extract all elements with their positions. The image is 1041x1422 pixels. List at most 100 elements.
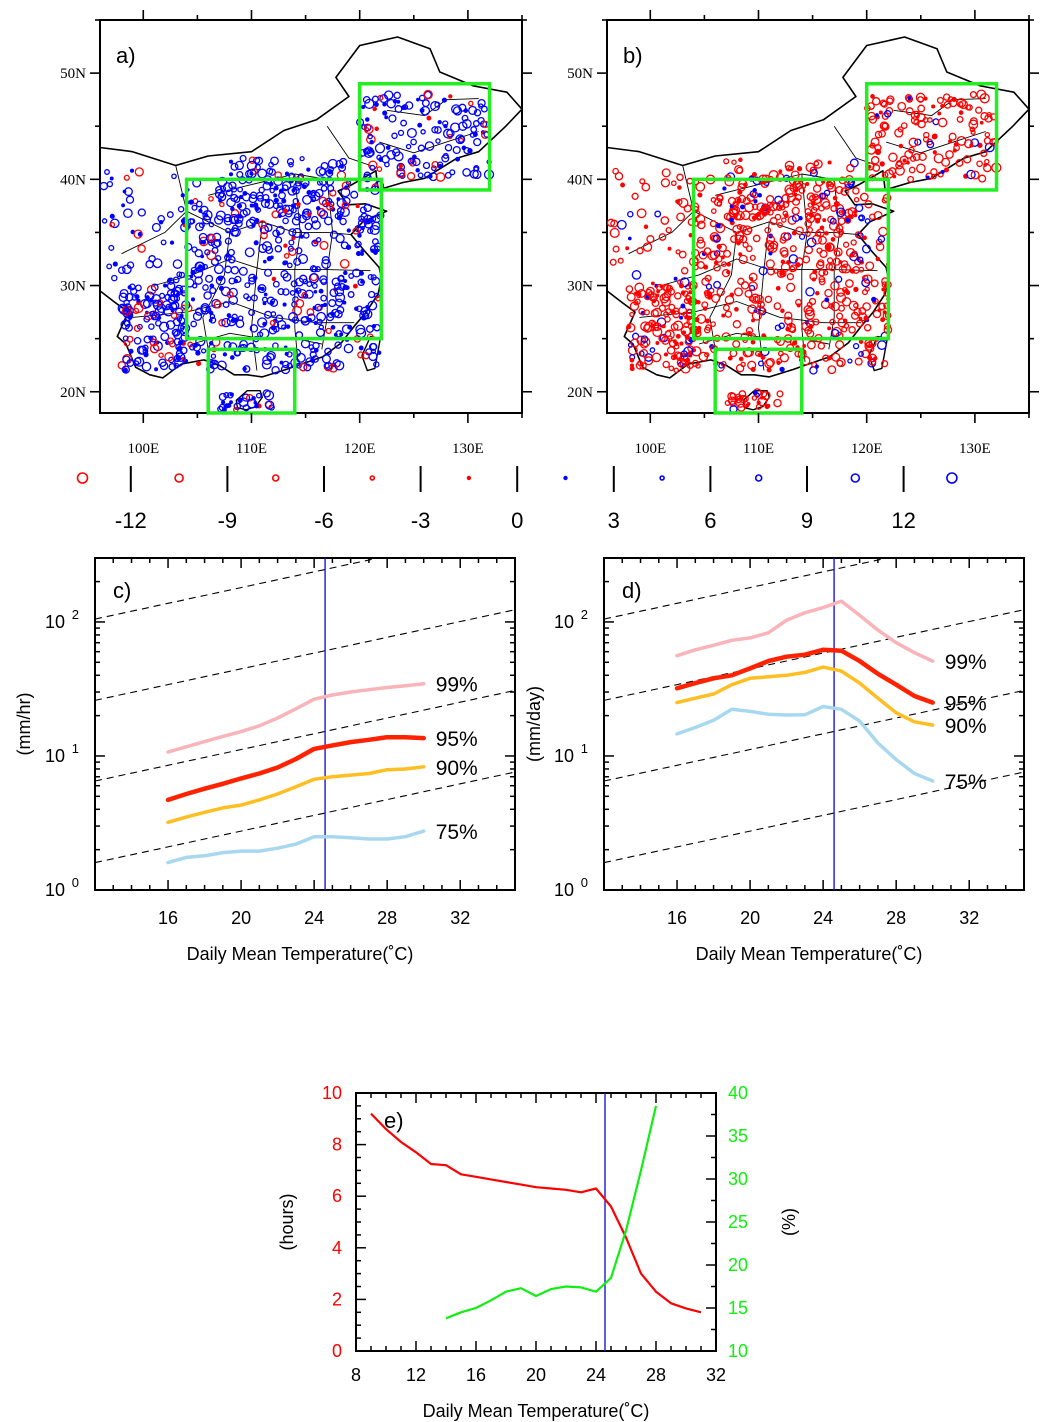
series-label: 90% [945, 715, 987, 738]
station-marker [350, 190, 359, 199]
station-marker [780, 232, 790, 242]
station-marker [473, 108, 482, 117]
station-marker [681, 330, 687, 335]
station-marker [895, 161, 904, 170]
station-marker [912, 153, 921, 162]
station-marker [368, 160, 378, 170]
station-marker [355, 251, 362, 257]
station-marker [246, 342, 256, 353]
station-marker [745, 245, 753, 253]
station-marker [170, 308, 175, 313]
station-marker [853, 286, 859, 293]
station-marker [226, 313, 232, 318]
station-marker [289, 290, 296, 296]
station-marker [958, 110, 964, 115]
station-marker [749, 254, 756, 261]
station-marker [983, 137, 992, 145]
station-marker [777, 200, 785, 209]
station-marker [773, 398, 782, 408]
station-marker [695, 362, 701, 369]
station-marker [722, 304, 730, 312]
station-marker [875, 256, 881, 262]
station-marker [984, 114, 993, 123]
station-marker [655, 341, 660, 345]
province-border [326, 125, 371, 166]
series-label: 99% [945, 651, 987, 674]
station-marker [709, 250, 719, 260]
station-marker [318, 288, 324, 294]
station-marker [667, 287, 676, 296]
station-marker [368, 342, 378, 351]
station-marker [230, 162, 239, 171]
station-marker [168, 363, 177, 371]
station-marker [272, 280, 280, 288]
station-marker [665, 226, 672, 234]
station-marker [158, 352, 164, 358]
station-marker [686, 308, 693, 315]
station-marker [617, 257, 624, 264]
station-marker [424, 141, 435, 151]
station-marker [311, 220, 321, 230]
station-marker [979, 93, 990, 104]
station-marker [369, 164, 376, 171]
station-marker [710, 208, 717, 214]
station-marker [765, 357, 775, 367]
station-marker [682, 311, 688, 317]
station-marker [406, 127, 417, 139]
station-marker [118, 304, 129, 315]
station-marker [219, 185, 227, 192]
station-marker [437, 119, 442, 125]
station-marker [827, 160, 832, 165]
x-tick-label: 24 [586, 1365, 606, 1385]
station-marker [217, 275, 223, 282]
y-tick-label-right: 10 [728, 1341, 748, 1361]
x-tick-label: 8 [351, 1365, 361, 1385]
station-marker [407, 157, 415, 165]
station-marker [393, 91, 401, 100]
station-marker [650, 281, 655, 286]
station-marker [832, 195, 838, 201]
station-marker [384, 115, 389, 120]
station-marker [639, 348, 649, 358]
station-marker [383, 90, 394, 100]
station-marker [149, 310, 155, 317]
station-marker [718, 362, 725, 369]
station-marker [748, 272, 758, 282]
station-marker [218, 319, 226, 327]
station-marker [686, 361, 694, 370]
legend-label: -9 [218, 508, 238, 533]
station-marker [812, 184, 822, 193]
station-marker [837, 217, 846, 226]
station-marker [392, 99, 398, 104]
station-marker [711, 293, 721, 303]
station-marker [766, 367, 772, 373]
station-marker [169, 240, 175, 245]
station-marker [306, 167, 311, 172]
station-marker [904, 150, 913, 159]
station-marker [122, 355, 131, 364]
station-marker [899, 155, 909, 165]
station-marker [660, 216, 670, 225]
station-marker [779, 353, 790, 363]
station-marker [142, 299, 152, 309]
station-marker [709, 220, 717, 228]
station-marker [757, 300, 765, 309]
station-marker [212, 232, 222, 242]
station-marker [262, 389, 271, 398]
station-marker [804, 309, 815, 320]
station-marker [731, 159, 737, 165]
station-marker [446, 129, 455, 138]
station-marker [751, 172, 757, 178]
station-marker [106, 263, 113, 270]
station-marker [817, 259, 825, 267]
station-marker [732, 340, 741, 349]
station-marker [325, 313, 335, 322]
station-marker [824, 288, 833, 298]
x-tick-label: 12 [406, 1365, 426, 1385]
station-marker [121, 203, 126, 208]
station-marker [773, 302, 782, 310]
station-marker [124, 187, 133, 197]
station-marker [636, 208, 647, 219]
station-marker [780, 262, 791, 272]
